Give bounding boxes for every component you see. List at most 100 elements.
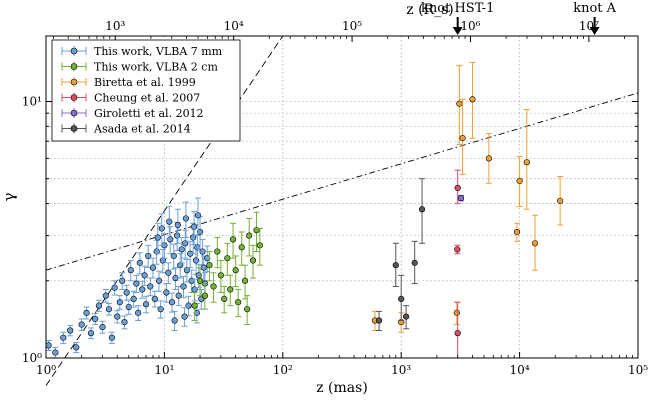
- data-point: [392, 242, 399, 287]
- marker: [214, 248, 221, 255]
- top-x-tick-label: 10⁴: [224, 19, 244, 33]
- data-point: [105, 303, 113, 316]
- annotation-arrow-head: [452, 27, 463, 35]
- marker: [141, 272, 148, 279]
- data-point: [244, 295, 251, 326]
- data-point: [60, 331, 67, 344]
- data-point: [161, 233, 168, 259]
- marker: [249, 257, 257, 264]
- marker: [456, 100, 463, 107]
- top-x-tick-label: 10⁵: [342, 19, 362, 33]
- data-point: [469, 61, 476, 139]
- data-point: [398, 274, 405, 322]
- series-4: [457, 195, 465, 202]
- marker: [181, 313, 188, 320]
- top-x-tick-label: 10⁶: [460, 19, 480, 33]
- data-point: [418, 178, 426, 244]
- marker: [454, 246, 461, 253]
- data-point: [95, 299, 103, 312]
- legend-marker: [70, 109, 78, 117]
- series-3: [454, 169, 461, 358]
- x-tick-label: 10³: [391, 363, 411, 377]
- marker: [227, 286, 234, 293]
- marker: [83, 309, 90, 316]
- marker: [256, 242, 263, 249]
- data-point: [454, 301, 461, 358]
- data-point: [411, 240, 418, 285]
- data-point: [403, 305, 410, 330]
- data-point: [182, 201, 190, 238]
- marker: [469, 96, 476, 103]
- data-point: [157, 300, 164, 319]
- data-point: [210, 272, 217, 303]
- marker: [130, 295, 137, 302]
- data-point: [145, 244, 152, 269]
- legend-box: [51, 39, 241, 142]
- x-axis-label: z (mas): [316, 380, 368, 396]
- data-point: [194, 197, 202, 237]
- marker: [157, 306, 164, 313]
- data-point: [180, 275, 187, 299]
- marker: [78, 321, 85, 328]
- marker: [221, 295, 228, 302]
- x-tick-label: 10⁴: [510, 363, 530, 377]
- marker: [523, 159, 530, 166]
- marker: [142, 301, 150, 308]
- marker: [102, 292, 109, 299]
- marker: [201, 292, 209, 299]
- marker: [139, 286, 146, 293]
- marker: [217, 272, 224, 279]
- marker: [210, 283, 217, 290]
- legend-label: This work, VLBA 2 cm: [94, 61, 218, 74]
- data-point: [256, 227, 263, 266]
- data-point: [217, 259, 224, 294]
- marker: [185, 302, 192, 309]
- data-point: [168, 292, 176, 313]
- marker: [67, 327, 74, 334]
- annotations: knot HST-1 knot A: [421, 1, 617, 35]
- legend-entry: Giroletti et al. 2012: [61, 107, 204, 120]
- marker: [195, 272, 202, 279]
- marker: [159, 257, 166, 264]
- marker: [453, 309, 460, 316]
- marker: [171, 317, 178, 324]
- data-point: [177, 253, 184, 279]
- marker: [196, 277, 204, 284]
- marker: [170, 252, 177, 260]
- marker: [403, 313, 410, 320]
- marker: [178, 246, 185, 253]
- data-point: [246, 217, 253, 257]
- data-point: [190, 210, 198, 245]
- x-tick-label: 10¹: [154, 363, 174, 377]
- data-point: [92, 313, 99, 326]
- marker: [244, 306, 251, 313]
- annotation-label: knot HST-1: [421, 1, 494, 16]
- y-tick-label: 10¹: [22, 94, 42, 108]
- marker: [192, 257, 200, 264]
- data-point: [194, 234, 201, 262]
- data-point: [141, 265, 148, 286]
- legend-label: Giroletti et al. 2012: [94, 107, 204, 120]
- legend-marker: [70, 125, 78, 132]
- marker: [158, 225, 165, 232]
- marker: [95, 302, 103, 309]
- marker: [229, 236, 237, 243]
- marker: [123, 289, 130, 296]
- data-point: [193, 303, 200, 324]
- x-tick-label: 10⁰: [36, 363, 56, 377]
- y-tick-label: 10⁰: [22, 351, 42, 365]
- data-point: [151, 290, 158, 308]
- data-point: [454, 244, 461, 255]
- data-point: [557, 175, 564, 226]
- marker: [199, 248, 206, 255]
- marker: [127, 267, 134, 274]
- data-point: [182, 229, 189, 259]
- legend-marker: [70, 94, 78, 101]
- reference-line-dashdot: [45, 92, 639, 271]
- marker: [454, 330, 461, 337]
- data-point: [170, 243, 177, 270]
- marker: [193, 309, 200, 316]
- marker: [204, 255, 211, 262]
- marker: [105, 306, 113, 313]
- data-point: [174, 208, 181, 244]
